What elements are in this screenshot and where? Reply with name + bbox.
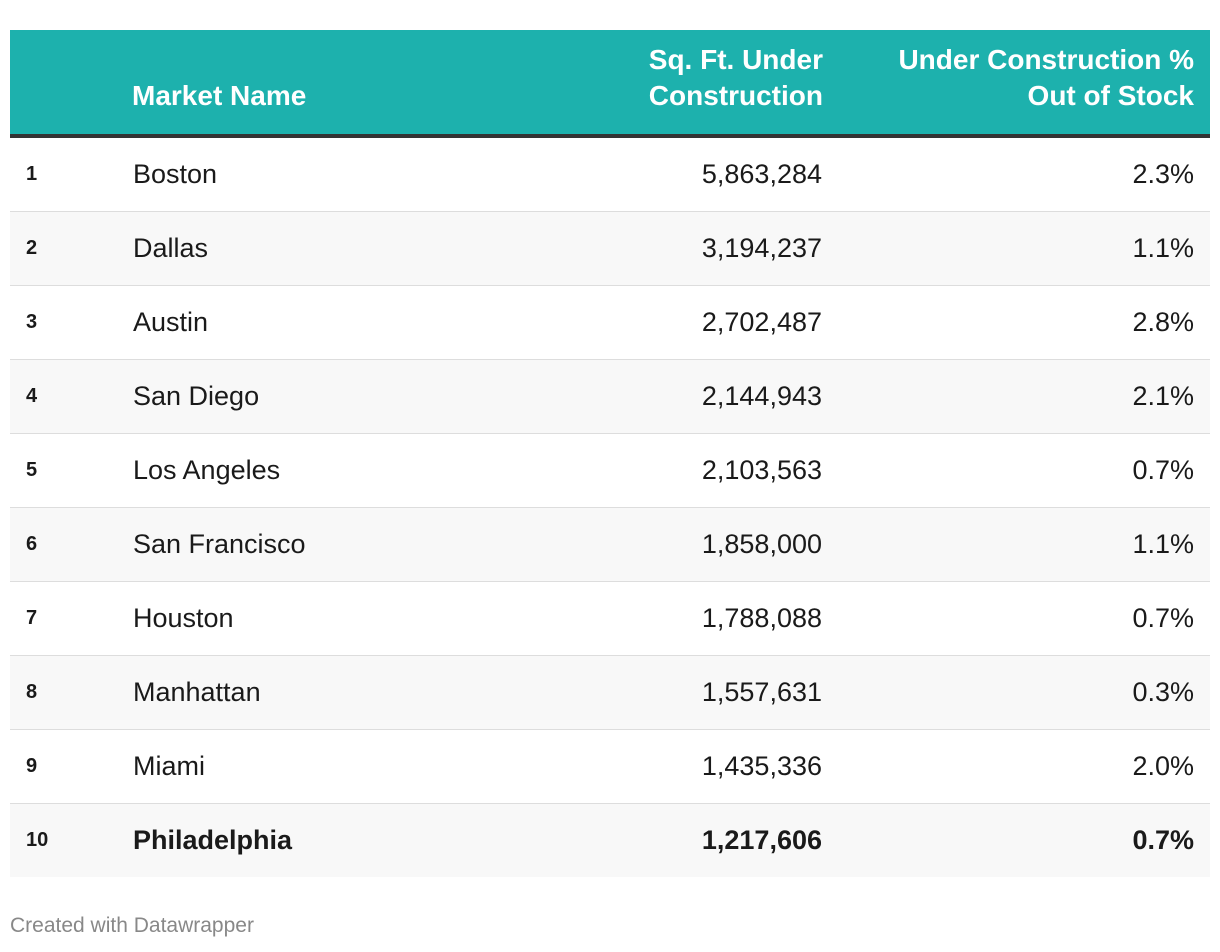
header-rank[interactable] <box>10 30 132 138</box>
table-header: Market Name Sq. Ft. Under Construction U… <box>10 30 1210 138</box>
sqft-cell: 2,144,943 <box>532 359 823 434</box>
pct-cell: 2.1% <box>823 359 1210 434</box>
header-sqft-line2: Construction <box>648 80 823 111</box>
table-body: 1 Boston 5,863,284 2.3% 2 Dallas 3,194,237 1.1%… <box>10 136 1210 877</box>
table-row: 7 Houston 1,788,088 0.7% <box>10 581 1210 656</box>
table-row: 6 San Francisco 1,858,000 1.1% <box>10 507 1210 582</box>
table-row: 3 Austin 2,702,487 2.8% <box>10 285 1210 360</box>
rank-cell: 6 <box>10 507 132 582</box>
header-sqft-line1: Sq. Ft. Under <box>648 44 823 75</box>
header-pct-line2: Out of Stock <box>1027 80 1194 111</box>
sqft-cell: 1,858,000 <box>532 507 823 582</box>
table-row: 8 Manhattan 1,557,631 0.3% <box>10 655 1210 730</box>
header-pct-line1: Under Construction % <box>898 44 1194 75</box>
table-row: 9 Miami 1,435,336 2.0% <box>10 729 1210 804</box>
market-name-cell: Philadelphia <box>133 825 293 855</box>
market-name-cell: Manhattan <box>132 655 532 730</box>
table-row: 1 Boston 5,863,284 2.3% <box>10 136 1210 212</box>
table-row: 2 Dallas 3,194,237 1.1% <box>10 211 1210 286</box>
rank-cell: 4 <box>10 359 132 434</box>
pct-cell: 2.0% <box>823 729 1210 804</box>
market-name-cell: Boston <box>132 136 532 212</box>
pct-cell: 1.1% <box>823 507 1210 582</box>
sqft-cell: 1,435,336 <box>532 729 823 804</box>
sqft-cell: 1,557,631 <box>532 655 823 730</box>
rank-cell: 8 <box>10 655 132 730</box>
rank-cell: 10 <box>26 829 49 851</box>
sqft-cell: 2,702,487 <box>532 285 823 360</box>
rank-cell: 2 <box>10 211 132 286</box>
market-name-cell: Houston <box>132 581 532 656</box>
pct-cell: 1.1% <box>823 211 1210 286</box>
market-name-cell: Dallas <box>132 211 532 286</box>
rank-cell: 9 <box>10 729 132 804</box>
sqft-cell: 3,194,237 <box>532 211 823 286</box>
header-sqft-under-construction[interactable]: Sq. Ft. Under Construction <box>532 30 823 138</box>
market-name-cell: Miami <box>132 729 532 804</box>
market-name-cell: San Diego <box>132 359 532 434</box>
market-name-cell: Los Angeles <box>132 433 532 508</box>
pct-cell: 2.8% <box>823 285 1210 360</box>
table-row: 5 Los Angeles 2,103,563 0.7% <box>10 433 1210 508</box>
market-name-cell: San Francisco <box>132 507 532 582</box>
rank-cell: 7 <box>10 581 132 656</box>
market-name-cell: Austin <box>132 285 532 360</box>
table-row: 4 San Diego 2,144,943 2.1% <box>10 359 1210 434</box>
datawrapper-credit[interactable]: Created with Datawrapper <box>10 914 254 937</box>
pct-cell: 0.7% <box>823 433 1210 508</box>
sqft-cell: 2,103,563 <box>532 433 823 508</box>
sqft-cell: 5,863,284 <box>532 136 823 212</box>
rank-cell: 5 <box>10 433 132 508</box>
pct-cell: 0.7% <box>1132 825 1194 855</box>
sqft-cell: 1,217,606 <box>701 825 822 855</box>
pct-cell: 2.3% <box>823 136 1210 212</box>
header-market-name[interactable]: Market Name <box>132 30 532 138</box>
pct-cell: 0.7% <box>823 581 1210 656</box>
rank-cell: 3 <box>10 285 132 360</box>
header-row: Market Name Sq. Ft. Under Construction U… <box>10 30 1210 138</box>
market-table: Market Name Sq. Ft. Under Construction U… <box>10 30 1210 877</box>
rank-cell: 1 <box>10 136 132 212</box>
sqft-cell: 1,788,088 <box>532 581 823 656</box>
header-pct-out-of-stock[interactable]: Under Construction % Out of Stock <box>823 30 1210 138</box>
data-table-container: Market Name Sq. Ft. Under Construction U… <box>10 30 1210 877</box>
table-row: 10 Philadelphia 1,217,606 0.7% <box>10 803 1210 877</box>
pct-cell: 0.3% <box>823 655 1210 730</box>
